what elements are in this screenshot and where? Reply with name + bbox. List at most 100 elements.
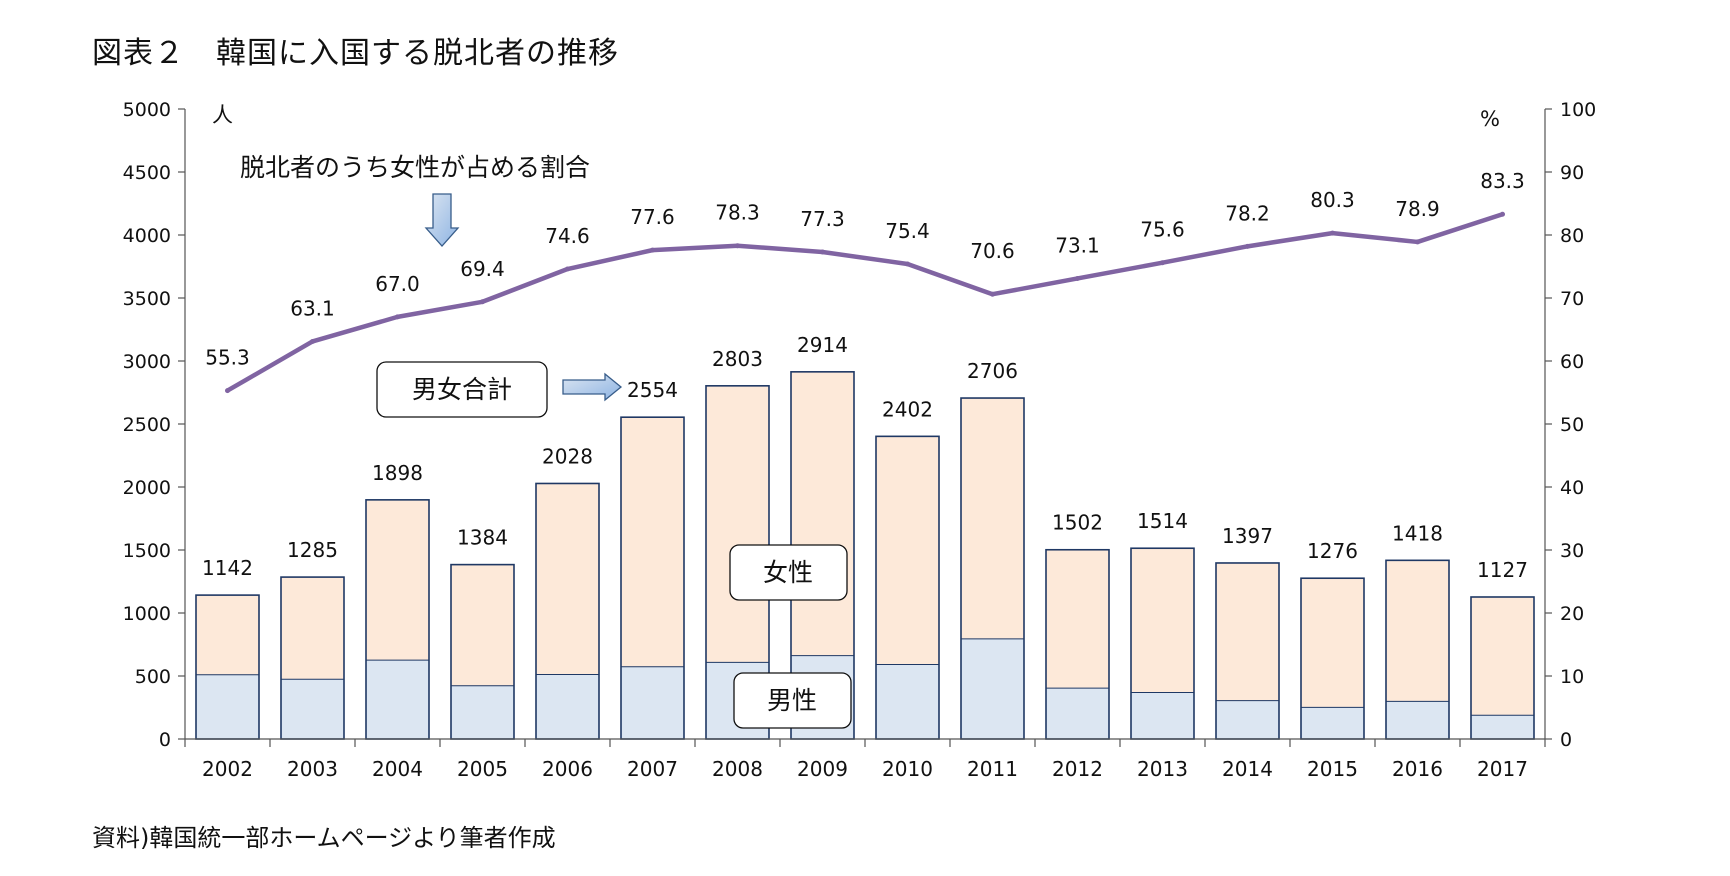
- bar-male-2004: [366, 660, 429, 739]
- bar-male-2002: [196, 674, 259, 739]
- x-tick-label-2004: 2004: [372, 757, 423, 781]
- y-left-unit-label: 人: [212, 103, 233, 127]
- y-right-tick-label-70: 70: [1560, 288, 1584, 310]
- total-label-2002: 1142: [202, 556, 253, 580]
- bar-male-2003: [281, 679, 344, 739]
- bar-male-2005: [451, 685, 514, 739]
- bar-female-2016: [1386, 560, 1449, 702]
- line-label-2017: 83.3: [1480, 169, 1525, 193]
- x-tick-label-2011: 2011: [967, 757, 1018, 781]
- total-label-2003: 1285: [287, 538, 338, 562]
- x-tick-label-2014: 2014: [1222, 757, 1273, 781]
- y-right-tick-label-10: 10: [1560, 666, 1584, 688]
- line-label-2005: 69.4: [460, 257, 505, 281]
- line-label-2009: 77.3: [800, 207, 845, 231]
- line-point-2014: [1245, 243, 1250, 249]
- bar-group: [195, 371, 1535, 740]
- y-left-tick-label-2500: 2500: [123, 414, 171, 436]
- total-label-2005: 1384: [457, 526, 508, 550]
- line-label-2012: 73.1: [1055, 233, 1100, 257]
- y-right-unit-label: %: [1480, 107, 1500, 131]
- line-point-2002: [225, 388, 230, 394]
- x-tick-label-2005: 2005: [457, 757, 508, 781]
- total-label-2017: 1127: [1477, 558, 1528, 582]
- bar-female-2009: [791, 371, 854, 656]
- x-tick-label-2016: 2016: [1392, 757, 1443, 781]
- x-tick-label-2010: 2010: [882, 757, 933, 781]
- x-tick-label-2012: 2012: [1052, 757, 1103, 781]
- line-point-2016: [1415, 239, 1420, 245]
- y-left-tick-label-4500: 4500: [123, 162, 171, 184]
- line-group: [225, 211, 1505, 394]
- total-annotation-text: 男女合計: [412, 375, 512, 404]
- line-label-2002: 55.3: [205, 346, 250, 370]
- y-left-tick-label-3000: 3000: [123, 351, 171, 373]
- y-right-tick-label-80: 80: [1560, 225, 1584, 247]
- x-tick-label-2002: 2002: [202, 757, 253, 781]
- ratio-annotation-text: 脱北者のうち女性が占める割合: [240, 153, 590, 182]
- bar-male-2011: [961, 638, 1024, 739]
- line-point-2011: [990, 291, 995, 297]
- y-right-tick-label-50: 50: [1560, 414, 1584, 436]
- line-label-2006: 74.6: [545, 224, 590, 248]
- bar-male-2006: [536, 674, 599, 739]
- bar-female-2002: [196, 595, 259, 675]
- line-label-2007: 77.6: [630, 205, 675, 229]
- x-tick-label-2007: 2007: [627, 757, 678, 781]
- line-point-2006: [565, 266, 570, 272]
- y-left-tick-label-5000: 5000: [123, 99, 171, 121]
- line-point-2012: [1075, 275, 1080, 281]
- axes-group: 0500100015002000250030003500400045005000…: [123, 99, 1597, 781]
- line-point-2007: [650, 247, 655, 253]
- x-tick-label-2013: 2013: [1137, 757, 1188, 781]
- y-right-tick-label-100: 100: [1560, 99, 1596, 121]
- bar-female-2014: [1216, 562, 1279, 701]
- y-left-tick-label-1000: 1000: [123, 603, 171, 625]
- male-annotation-text: 男性: [767, 686, 817, 715]
- total-label-2015: 1276: [1307, 539, 1358, 563]
- bar-female-2008: [706, 385, 769, 663]
- total-label-2012: 1502: [1052, 511, 1103, 535]
- line-point-2010: [905, 261, 910, 267]
- line-point-2008: [735, 243, 740, 249]
- male-annotation-box: [733, 672, 852, 729]
- line-label-2013: 75.6: [1140, 218, 1185, 242]
- line-label-2008: 78.3: [715, 201, 760, 225]
- total-label-2006: 2028: [542, 444, 593, 468]
- bar-male-2013: [1131, 692, 1194, 739]
- line-label-2003: 63.1: [290, 296, 335, 320]
- bar-female-2011: [961, 398, 1024, 639]
- line-point-2003: [310, 338, 315, 344]
- y-left-tick-label-3500: 3500: [123, 288, 171, 310]
- total-label-2011: 2706: [967, 359, 1018, 383]
- line-point-2009: [820, 249, 825, 255]
- bar-female-2015: [1301, 578, 1364, 708]
- y-right-tick-label-40: 40: [1560, 477, 1584, 499]
- line-point-2017: [1500, 211, 1505, 217]
- y-left-tick-label-4000: 4000: [123, 225, 171, 247]
- y-right-tick-label-0: 0: [1560, 729, 1572, 751]
- y-left-tick-label-2000: 2000: [123, 477, 171, 499]
- y-left-tick-label-500: 500: [135, 666, 171, 688]
- female-annotation-box: [729, 544, 848, 601]
- x-tick-label-2008: 2008: [712, 757, 763, 781]
- y-right-tick-label-30: 30: [1560, 540, 1584, 562]
- y-left-tick-label-0: 0: [159, 729, 171, 751]
- source-note: 資料)韓国統一部ホームページより筆者作成: [92, 824, 556, 852]
- line-label-2010: 75.4: [885, 219, 930, 243]
- label-group: 55.3 63.1 67.0 69.4 74.6 77.6 78.3 77.3 75.4 70.6…: [202, 169, 1528, 582]
- y-left-tick-label-1500: 1500: [123, 540, 171, 562]
- total-label-2010: 2402: [882, 397, 933, 421]
- bar-male-2007: [621, 666, 684, 739]
- x-tick-label-2017: 2017: [1477, 757, 1528, 781]
- total-label-2008: 2803: [712, 347, 763, 371]
- bar-female-2006: [536, 483, 599, 675]
- line-label-2004: 67.0: [375, 272, 420, 296]
- bar-female-2012: [1046, 549, 1109, 689]
- total-label-2007: 2554: [627, 378, 678, 402]
- right-arrow-icon: [562, 372, 623, 402]
- bar-male-2015: [1301, 707, 1364, 739]
- line-label-2011: 70.6: [970, 239, 1015, 263]
- line-point-2015: [1330, 230, 1335, 236]
